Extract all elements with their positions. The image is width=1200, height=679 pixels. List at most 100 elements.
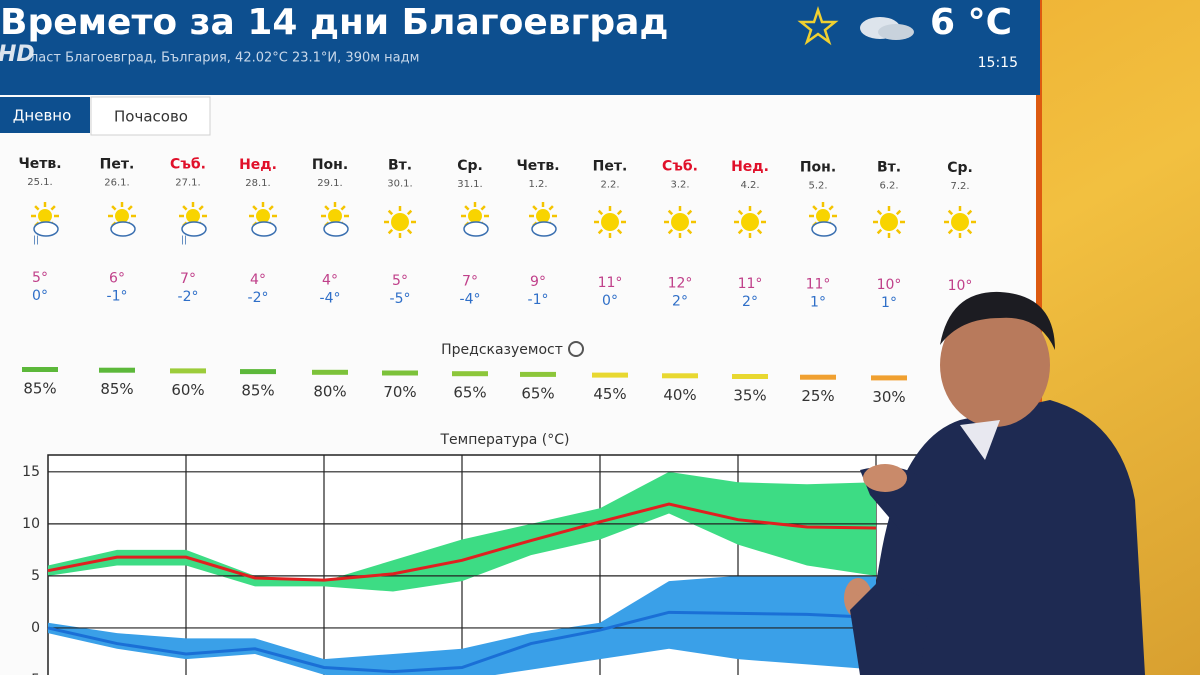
header-time: 15:15	[978, 55, 1018, 71]
sun-ray	[966, 209, 973, 216]
low-temp: 1°	[881, 295, 897, 311]
sun-ray	[597, 228, 604, 235]
predictability-bar	[170, 368, 206, 374]
sun-disc	[391, 213, 409, 231]
high-temp: 11°	[598, 275, 623, 291]
sun-icon	[664, 206, 696, 238]
cloud-icon	[251, 221, 277, 237]
predictability-label: 65%	[521, 384, 554, 402]
predictability-bar	[592, 372, 628, 378]
sun-disc	[880, 213, 898, 231]
low-temp: 0°	[32, 288, 48, 304]
favorite-star[interactable]	[797, 6, 839, 46]
day-date: 25.1.	[27, 177, 52, 188]
day-name: Пет.	[593, 158, 628, 174]
sun-ray	[616, 228, 623, 235]
day-date: 30.1.	[387, 179, 412, 190]
sun-ray	[182, 205, 188, 211]
y-tick-label: 0	[31, 620, 40, 636]
day-name: Четв.	[516, 158, 559, 174]
sun-ray	[406, 228, 413, 235]
day-date: 31.1.	[457, 179, 482, 190]
day-name: Ср.	[947, 160, 973, 176]
day-name: Вт.	[877, 160, 901, 176]
header-temperature: 6 °C	[930, 2, 1012, 43]
day-date: 5.2.	[808, 180, 827, 191]
high-temp: 10°	[948, 278, 973, 294]
tab-active[interactable]	[0, 97, 90, 133]
sun-disc	[816, 209, 830, 223]
face	[940, 303, 1050, 427]
series-line	[47, 502, 877, 582]
sun-disc	[328, 209, 342, 223]
day-name: Ср.	[457, 158, 483, 174]
sun-ray	[895, 228, 902, 235]
sun-ray	[387, 209, 394, 216]
low-temp: 2°	[742, 294, 758, 310]
low-temp: -4°	[320, 290, 341, 306]
high-temp: 12°	[668, 275, 693, 291]
predictability-label: 80%	[313, 382, 346, 400]
chart-title: Температура (°C)	[439, 432, 569, 448]
sun-ray	[756, 209, 763, 216]
predictability-bar	[99, 367, 135, 373]
sun-ray	[406, 209, 413, 216]
day-date: 6.2.	[879, 181, 898, 192]
predictability-bar	[452, 371, 488, 377]
cloud-icon	[33, 221, 59, 237]
suit	[860, 400, 1145, 675]
sun-ray	[340, 205, 346, 211]
high-temp: 10°	[877, 277, 902, 293]
sun-ray	[50, 205, 56, 211]
predictability-bar	[22, 367, 58, 372]
predictability-bar	[520, 371, 556, 377]
predictability-label: 30%	[872, 388, 905, 406]
predictability-bar	[382, 370, 418, 376]
day-date: 27.1.	[175, 178, 200, 189]
low-temp: -5°	[390, 291, 411, 307]
channel-logo: HD	[0, 42, 35, 67]
sun-icon	[249, 202, 277, 230]
sun-icon	[873, 206, 905, 238]
predictability-bar	[871, 375, 907, 381]
tab-label[interactable]: Дневно	[13, 107, 72, 125]
sun-ray	[737, 209, 744, 216]
sun-ray	[876, 228, 883, 235]
sun-ray	[480, 205, 486, 211]
sun-disc	[601, 213, 619, 231]
sun-icon	[179, 202, 207, 230]
predictability-bar	[662, 373, 698, 379]
predictability-label: 85%	[241, 382, 274, 400]
predictability-label: 65%	[453, 384, 486, 402]
high-temp: 6°	[109, 271, 125, 287]
predictability-bar	[240, 369, 276, 375]
sun-disc	[256, 209, 270, 223]
sun-ray	[667, 209, 674, 216]
day-name: Пон.	[800, 159, 836, 175]
sun-ray	[252, 205, 258, 211]
sun-ray	[686, 209, 693, 216]
sun-icon	[734, 206, 766, 238]
cloud-icon	[463, 221, 489, 237]
high-temp: 7°	[462, 274, 478, 290]
rain-icon: ||	[33, 236, 39, 246]
tab-label[interactable]: Почасово	[114, 108, 188, 126]
sun-disc	[115, 209, 129, 223]
low-temp: 2°	[672, 293, 688, 309]
day-name: Пет.	[100, 156, 135, 172]
high-temp: 4°	[250, 272, 266, 288]
sun-icon	[594, 206, 626, 238]
tab[interactable]	[90, 96, 211, 136]
presenter	[844, 291, 1145, 675]
day-name: Четв.	[18, 156, 61, 172]
sun-ray	[111, 205, 117, 211]
sun-ray	[532, 205, 538, 211]
sun-ray	[127, 205, 133, 211]
predictability-label: 85%	[23, 380, 56, 398]
low-temp: -2°	[178, 289, 199, 305]
sun-ray	[268, 205, 274, 211]
sun-ray	[895, 209, 902, 216]
day-date: 26.1.	[104, 177, 129, 188]
sun-ray	[947, 209, 954, 216]
